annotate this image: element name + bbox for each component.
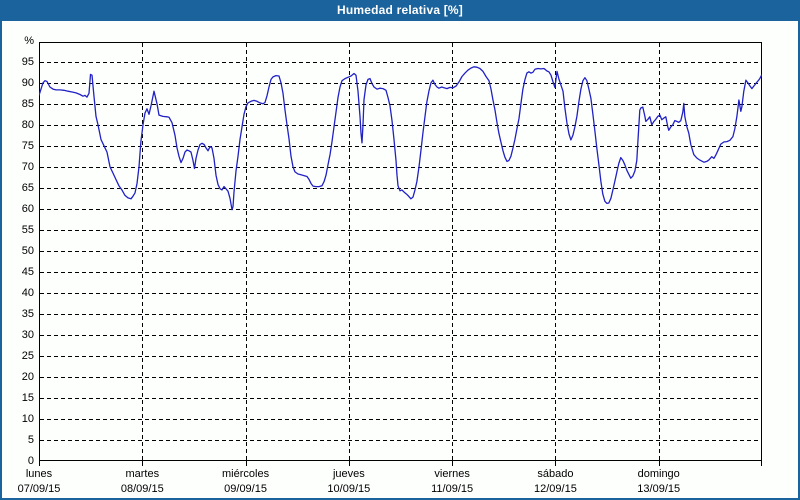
y-tick-label: 80 (21, 118, 34, 131)
y-tick-label: 35 (21, 307, 34, 320)
x-date-label: 08/09/15 (120, 483, 164, 495)
y-axis-unit-label: % (24, 35, 34, 47)
y-tick-label: 5 (27, 433, 34, 446)
y-tick-label: 0 (27, 455, 34, 467)
x-date-label: 13/09/15 (637, 483, 681, 495)
chart-title: Humedad relativa [%] (336, 3, 464, 17)
x-date-label: 10/09/15 (327, 483, 371, 495)
y-tick-label: 70 (21, 160, 34, 173)
y-tick-label: 40 (21, 286, 34, 299)
x-date-label: 11/09/15 (431, 483, 474, 495)
y-tick-label: 20 (21, 370, 34, 383)
y-tick-label: 95 (21, 55, 34, 68)
x-day-label: miércoles (222, 468, 270, 480)
x-day-label: lunes (25, 468, 53, 480)
x-day-label: domingo (637, 468, 680, 480)
x-date-label: 07/09/15 (17, 483, 61, 495)
y-tick-label: 25 (21, 349, 34, 362)
y-tick-label: 10 (21, 412, 34, 425)
x-day-label: martes (125, 468, 160, 480)
y-tick-label: 30 (21, 328, 34, 341)
y-tick-label: 50 (21, 244, 34, 257)
humidity-line-series (39, 66, 762, 211)
y-tick-label: 45 (21, 265, 34, 278)
y-tick-label: 65 (21, 181, 34, 194)
y-tick-label: 15 (21, 391, 34, 404)
x-date-label: 12/09/15 (534, 483, 577, 495)
chart-title-bar: Humedad relativa [%] (2, 2, 798, 21)
plot-frame (39, 42, 762, 461)
y-tick-label: 90 (21, 76, 34, 89)
x-day-label: viernes (434, 468, 470, 480)
x-day-label: sábado (537, 468, 574, 480)
x-date-label: 09/09/15 (224, 483, 267, 495)
y-tick-label: 55 (21, 223, 34, 236)
y-tick-label: 85 (21, 97, 34, 110)
y-tick-label: 75 (21, 139, 34, 152)
y-tick-label: 60 (21, 202, 34, 215)
x-day-label: jueves (332, 468, 365, 480)
chart-plot-area (39, 42, 762, 466)
